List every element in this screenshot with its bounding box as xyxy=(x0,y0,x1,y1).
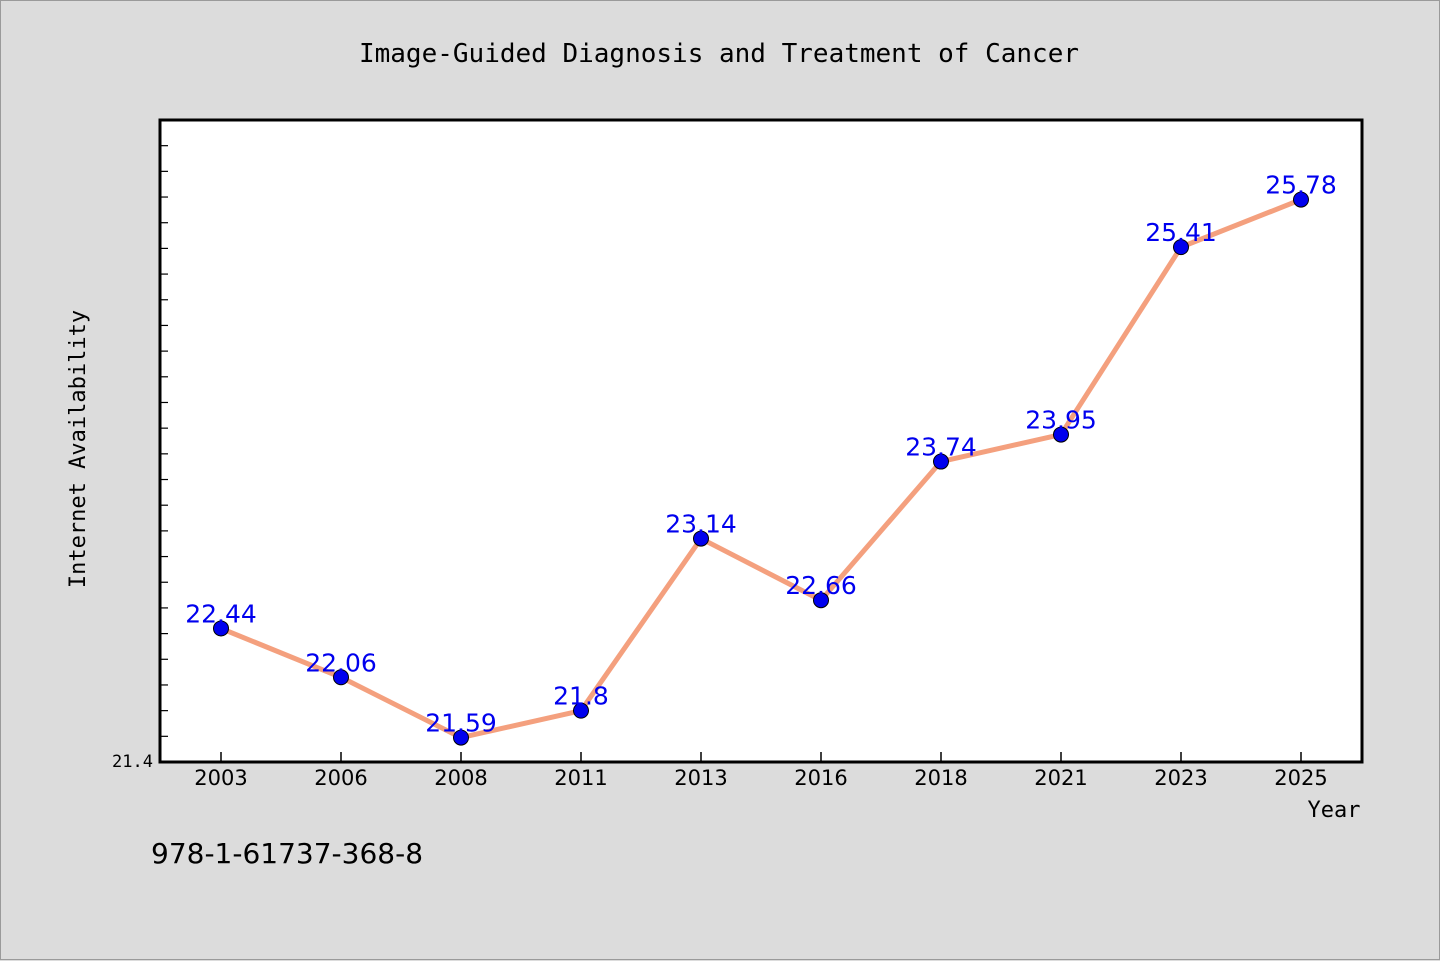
data-label: 22.66 xyxy=(785,571,857,600)
data-label: 23.95 xyxy=(1025,406,1097,435)
x-tick-label: 2016 xyxy=(794,766,847,790)
x-tick-labels: 2003 2006 2008 2011 2013 2016 2018 2021 2023 2025 xyxy=(194,766,1327,790)
x-axis-label: Year xyxy=(1308,798,1361,823)
x-tick-label: 2013 xyxy=(674,766,727,790)
y-tick-label: 21.4 xyxy=(112,752,153,772)
data-point xyxy=(813,592,829,609)
data-point xyxy=(453,729,469,746)
data-label: 23.14 xyxy=(665,510,737,539)
data-point xyxy=(573,702,589,719)
data-label: 25.41 xyxy=(1145,218,1217,247)
x-axis-ticks xyxy=(220,752,1302,762)
data-point xyxy=(333,669,349,686)
data-point xyxy=(1173,239,1189,256)
x-tick-label: 2008 xyxy=(434,766,487,790)
data-label: 22.06 xyxy=(305,648,377,677)
plot-area xyxy=(158,118,1364,764)
data-point xyxy=(933,453,949,470)
data-label: 21.59 xyxy=(425,709,497,738)
data-label: 22.44 xyxy=(185,599,257,628)
x-tick-label: 2006 xyxy=(314,766,367,790)
x-tick-label: 2011 xyxy=(554,766,607,790)
y-axis-label: Internet Availability xyxy=(66,310,91,588)
data-label: 21.8 xyxy=(553,682,609,711)
chart-title: Image-Guided Diagnosis and Treatment of … xyxy=(359,39,1079,69)
data-labels: 22.44 22.06 21.59 21.8 23.14 22.66 23.74 23.95 2… xyxy=(185,171,1337,738)
series-markers xyxy=(213,191,1309,746)
data-point xyxy=(693,530,709,547)
x-tick-label: 2025 xyxy=(1274,766,1327,790)
x-tick-label: 2003 xyxy=(194,766,247,790)
y-axis-ticks xyxy=(160,145,168,737)
x-tick-label: 2023 xyxy=(1154,766,1207,790)
data-point xyxy=(213,620,229,637)
data-point xyxy=(1053,426,1069,443)
data-point xyxy=(1293,191,1309,208)
isbn-text: 978-1-61737-368-8 xyxy=(151,837,423,870)
x-tick-label: 2021 xyxy=(1034,766,1087,790)
data-label: 25.78 xyxy=(1265,171,1337,200)
data-label: 23.74 xyxy=(905,433,977,462)
series-line xyxy=(218,197,1304,741)
x-tick-label: 2018 xyxy=(914,766,967,790)
